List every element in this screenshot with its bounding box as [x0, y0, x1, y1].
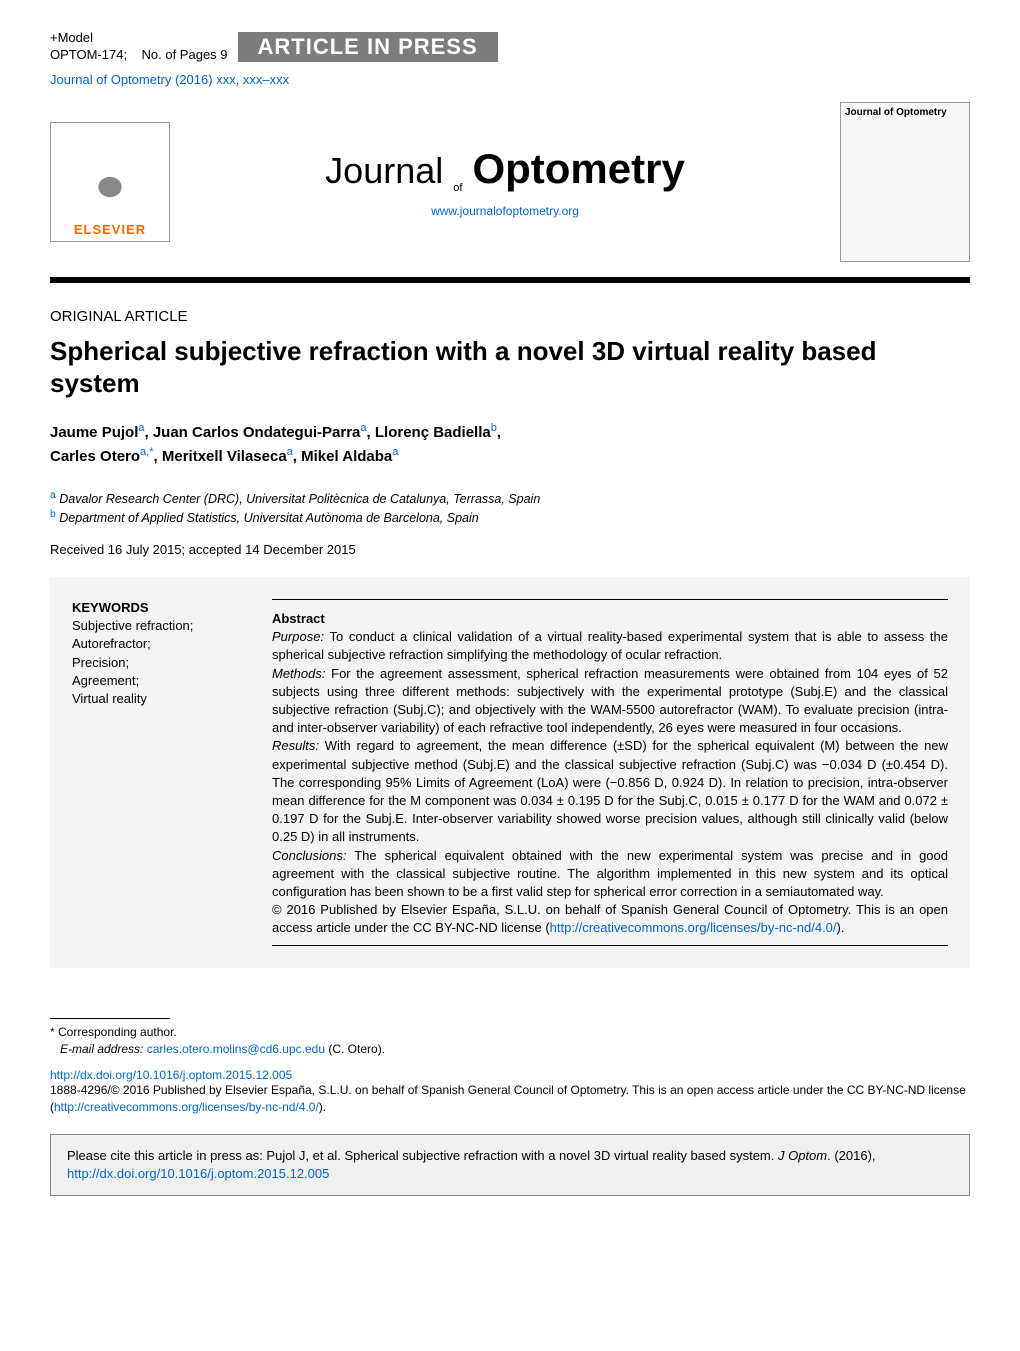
abstract-heading: Abstract	[272, 610, 948, 628]
abstract-purpose: Purpose: To conduct a clinical validatio…	[272, 628, 948, 664]
article-type: ORIGINAL ARTICLE	[50, 308, 970, 325]
elsevier-logo: ELSEVIER	[50, 122, 170, 242]
footnotes: * Corresponding author. E-mail address: …	[50, 1024, 970, 1058]
author: Llorenç Badiellab	[375, 424, 497, 441]
journal-logo: Journal of Optometry	[170, 145, 840, 194]
affiliation-b: Department of Applied Statistics, Univer…	[59, 512, 478, 526]
article-title: Spherical subjective refraction with a n…	[50, 335, 970, 400]
model-header: +Model OPTOM-174; No. of Pages 9 ARTICLE…	[50, 30, 970, 64]
journal-word: Journal	[325, 150, 443, 191]
journal-url[interactable]: www.journalofoptometry.org	[170, 204, 840, 218]
optometry-word: Optometry	[472, 145, 684, 192]
journal-title-block: Journal of Optometry www.journalofoptome…	[170, 145, 840, 218]
footnote-rule	[50, 1018, 170, 1019]
keywords-heading: KEYWORDS	[72, 599, 242, 617]
affiliation-a: Davalor Research Center (DRC), Universit…	[59, 492, 540, 506]
author: Carles Oteroa,*	[50, 448, 154, 465]
pages-label: No. of Pages 9	[142, 47, 228, 62]
cover-mini-logo: Journal of Optometry	[845, 107, 965, 118]
author: Jaume Pujola	[50, 424, 144, 441]
email-link[interactable]: carles.otero.molins@cd6.upc.edu	[147, 1042, 325, 1056]
issn-copyright: 1888-4296/© 2016 Published by Elsevier E…	[50, 1082, 970, 1116]
abstract-methods: Methods: For the agreement assessment, s…	[272, 665, 948, 738]
email-line: E-mail address: carles.otero.molins@cd6.…	[50, 1041, 970, 1058]
author: Mikel Aldabaa	[301, 448, 398, 465]
abstract-container: KEYWORDS Subjective refraction; Autorefr…	[50, 577, 970, 968]
abstract-conclusions: Conclusions: The spherical equivalent ob…	[272, 847, 948, 902]
abstract-column: Abstract Purpose: To conduct a clinical …	[272, 599, 948, 946]
corresponding-author: * Corresponding author.	[50, 1024, 970, 1041]
model-label: +Model	[50, 30, 228, 47]
press-banner: ARTICLE IN PRESS	[238, 32, 498, 62]
cite-doi-link[interactable]: http://dx.doi.org/10.1016/j.optom.2015.1…	[67, 1166, 329, 1181]
model-id: OPTOM-174;	[50, 47, 127, 62]
abstract-results: Results: With regard to agreement, the m…	[272, 737, 948, 846]
cite-box: Please cite this article in press as: Pu…	[50, 1134, 970, 1196]
cover-thumbnail: Journal of Optometry	[840, 102, 970, 262]
of-word: of	[453, 182, 462, 194]
affiliations: a Davalor Research Center (DRC), Univers…	[50, 489, 970, 528]
journal-citation[interactable]: Journal of Optometry (2016) xxx, xxx–xxx	[50, 72, 970, 87]
elsevier-text: ELSEVIER	[74, 222, 146, 237]
authors-list: Jaume Pujola, Juan Carlos Ondategui-Parr…	[50, 420, 970, 469]
keywords-column: KEYWORDS Subjective refraction; Autorefr…	[72, 599, 242, 946]
elsevier-tree-icon	[70, 152, 150, 222]
keywords-list: Subjective refraction; Autorefractor; Pr…	[72, 617, 242, 708]
license-link-footer[interactable]: http://creativecommons.org/licenses/by-n…	[54, 1100, 319, 1114]
article-dates: Received 16 July 2015; accepted 14 Decem…	[50, 542, 970, 557]
abstract-copyright: © 2016 Published by Elsevier España, S.L…	[272, 901, 948, 937]
license-link[interactable]: http://creativecommons.org/licenses/by-n…	[550, 920, 837, 935]
doi-link[interactable]: http://dx.doi.org/10.1016/j.optom.2015.1…	[50, 1068, 970, 1082]
masthead: ELSEVIER Journal of Optometry www.journa…	[50, 102, 970, 283]
author: Meritxell Vilasecaa	[162, 448, 293, 465]
author: Juan Carlos Ondategui-Parraa	[153, 424, 367, 441]
